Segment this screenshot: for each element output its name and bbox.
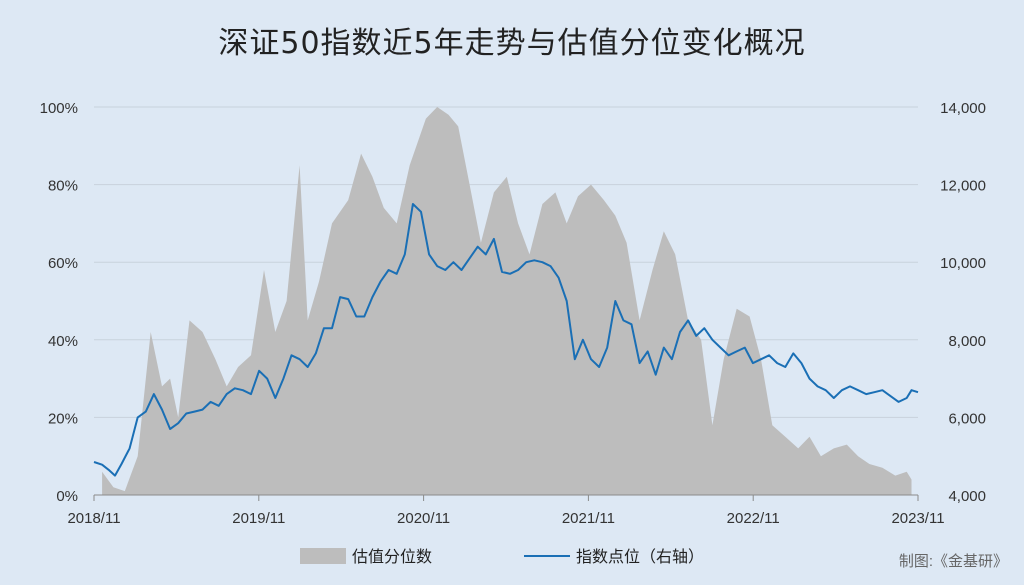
legend-label-line: 指数点位（右轴） — [576, 548, 704, 566]
x-tick-label: 2022/11 — [727, 510, 780, 527]
x-tick-label: 2021/11 — [562, 510, 615, 527]
chart-title: 深证50指数近5年走势与估值分位变化概况 — [218, 26, 806, 61]
y-left-tick-label: 40% — [48, 333, 78, 350]
y-left-tick-label: 20% — [48, 410, 78, 427]
x-tick-label: 2023/11 — [891, 510, 944, 527]
y-right-tick-label: 10,000 — [940, 255, 986, 272]
y-left-tick-label: 80% — [48, 178, 78, 195]
y-right-tick-label: 12,000 — [940, 178, 986, 195]
x-tick-label: 2019/11 — [232, 510, 285, 527]
area-series — [102, 107, 912, 495]
y-left-tick-label: 0% — [56, 488, 78, 505]
line-series — [93, 203, 919, 477]
credit-label: 制图:《金基研》 — [899, 553, 1008, 570]
x-tick-label: 2018/11 — [67, 510, 120, 527]
legend-label-area: 估值分位数 — [352, 548, 432, 566]
y-left-tick-label: 60% — [48, 255, 78, 272]
y-right-tick-label: 8,000 — [948, 333, 986, 350]
y-right-tick-label: 14,000 — [940, 100, 986, 117]
legend: 估值分位数 指数点位（右轴） 制图:《金基研》 — [300, 548, 1008, 570]
y-left-tick-label: 100% — [40, 100, 78, 117]
legend-swatch-area — [300, 548, 346, 564]
y-right-tick-label: 4,000 — [948, 488, 986, 505]
index-level-line — [93, 203, 919, 477]
y-right-tick-label: 6,000 — [948, 410, 986, 427]
axes: 0% 20% 40% 60% 80% 100% 4,000 6,000 8,000 10,000 1… — [40, 100, 986, 527]
valuation-percentile-area — [102, 107, 912, 495]
x-tick-label: 2020/11 — [397, 510, 450, 527]
